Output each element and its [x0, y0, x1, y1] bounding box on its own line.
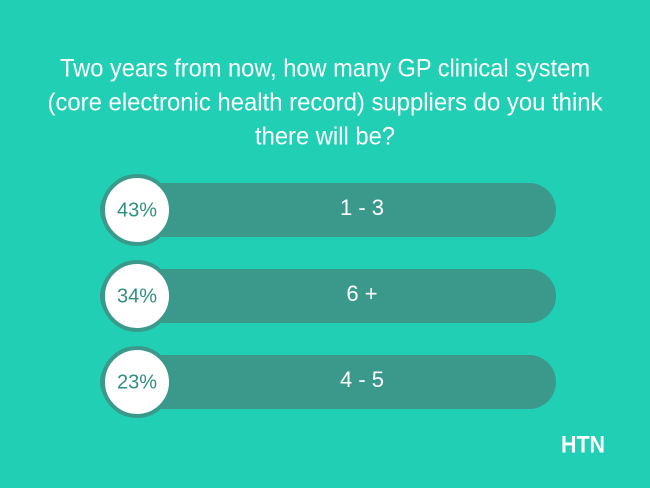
brand-logo: HTN [561, 431, 605, 458]
options: 43% 1 - 3 34% 6 + 23% 4 - 5 [100, 174, 556, 418]
percent-badge [101, 174, 173, 246]
percent-badge [101, 260, 173, 332]
percent-badge [101, 346, 173, 418]
option-bar [100, 355, 556, 409]
title-line: (core electronic health record) supplier… [48, 89, 603, 117]
title-line: there will be? [255, 123, 395, 151]
title-line: Two years from now, how many GP clinical… [60, 55, 590, 83]
option-bar [100, 183, 556, 237]
percent-text: 23% [117, 371, 157, 393]
percent-text: 43% [117, 199, 157, 221]
percent-text: 34% [117, 285, 157, 307]
option-label: 1 - 3 [340, 195, 384, 220]
option-label: 4 - 5 [340, 367, 384, 392]
option-label: 6 + [346, 281, 377, 306]
option-bar [100, 269, 556, 323]
